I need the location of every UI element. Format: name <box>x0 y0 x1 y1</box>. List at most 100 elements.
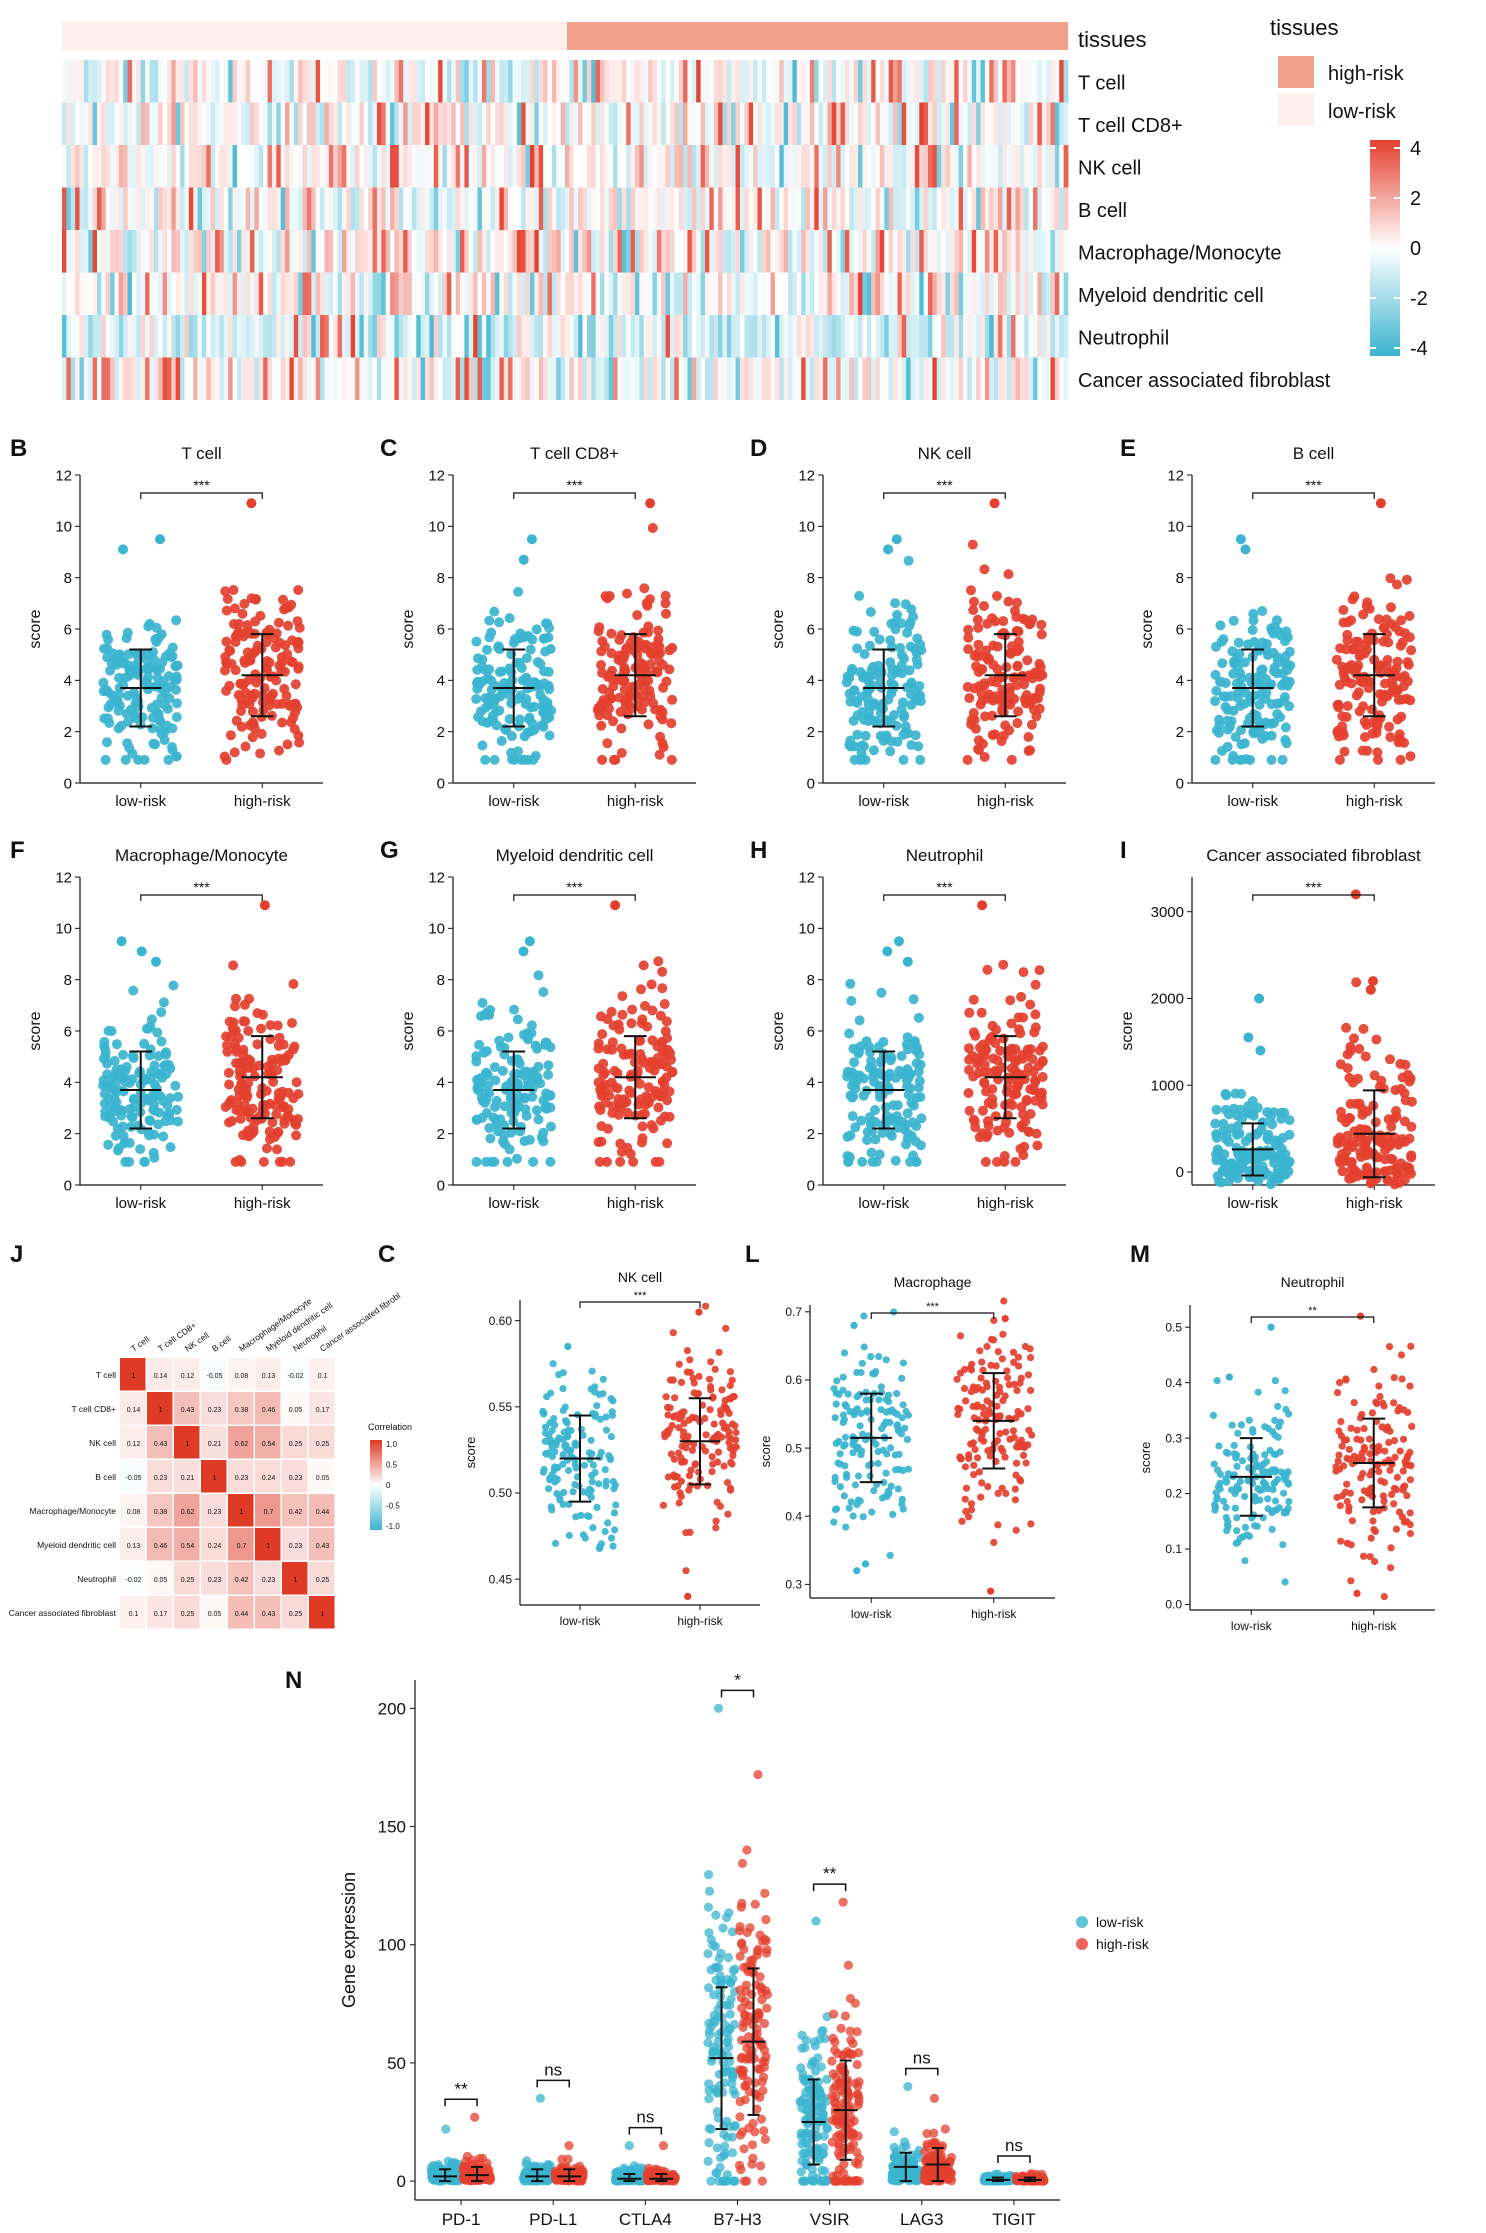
data-point <box>545 1156 556 1167</box>
heatmap-cell <box>578 60 583 103</box>
heatmap-cell <box>293 272 299 315</box>
data-point <box>973 639 984 650</box>
outlier-point <box>1255 1045 1266 1056</box>
colorbar-title: Correlation <box>368 1422 412 1432</box>
data-point <box>615 1156 626 1167</box>
heatmap-cell <box>971 357 977 400</box>
data-point <box>610 1485 618 1493</box>
data-point <box>896 704 907 715</box>
heatmap-cell <box>438 187 443 230</box>
heatmap-cell <box>989 60 995 103</box>
data-point <box>658 1057 668 1068</box>
heatmap-cell <box>390 230 395 273</box>
data-point <box>516 690 526 701</box>
corr-value: 0.14 <box>154 1373 168 1380</box>
heatmap-cell <box>521 315 527 358</box>
heatmap-cell <box>508 230 513 273</box>
heatmap-cell <box>486 102 492 145</box>
heatmap-cell <box>783 102 789 145</box>
heatmap-cell <box>359 272 365 315</box>
panel-label-G: G <box>380 837 399 864</box>
corr-value: 0.23 <box>154 1475 168 1482</box>
data-point <box>1255 690 1266 701</box>
heatmap-cell <box>1059 60 1065 103</box>
y-axis-label: score <box>400 1011 417 1050</box>
data-point <box>125 704 136 715</box>
corr-value: -0.05 <box>126 1475 142 1482</box>
significance-label: *** <box>566 879 583 895</box>
heatmap-cell <box>770 272 776 315</box>
data-point <box>540 1040 551 1050</box>
heatmap-cell <box>1019 357 1025 400</box>
heatmap-cell <box>565 145 570 188</box>
heatmap-cell <box>451 145 457 188</box>
heatmap-cell <box>739 230 745 273</box>
heatmap-cell <box>586 315 592 358</box>
heatmap-cell <box>739 145 745 188</box>
heatmap-cell <box>538 315 544 358</box>
data-point <box>489 1062 500 1073</box>
heatmap-cell <box>276 187 282 230</box>
heatmap-cell <box>416 187 422 230</box>
heatmap-cell <box>1046 60 1051 103</box>
data-point <box>992 1125 1003 1136</box>
data-point <box>963 644 974 655</box>
data-point <box>1234 1159 1245 1169</box>
heatmap-cell <box>783 357 789 400</box>
heatmap-cell <box>245 357 251 400</box>
data-point <box>1023 1048 1033 1059</box>
y-tick-label: 12 <box>428 869 445 886</box>
data-point <box>544 623 554 633</box>
heatmap-cell <box>193 315 198 358</box>
data-point <box>484 1123 495 1133</box>
heatmap-cell <box>836 230 841 273</box>
data-point <box>220 665 230 676</box>
heatmap-cell <box>949 60 955 103</box>
heatmap-cell <box>381 187 387 230</box>
data-point <box>172 1116 183 1127</box>
heatmap-cell <box>158 187 163 230</box>
y-tick-label: 6 <box>807 621 815 638</box>
heatmap-cell <box>114 145 120 188</box>
data-point <box>1210 669 1221 680</box>
data-point <box>973 622 984 633</box>
heatmap-cell <box>1033 145 1038 188</box>
panel-label-J: J <box>10 1241 23 1268</box>
heatmap-cell <box>420 60 426 103</box>
heatmap-cell <box>267 230 273 273</box>
heatmap-cell <box>936 315 942 358</box>
annotation-low-band <box>62 22 567 50</box>
heatmap-cell <box>289 60 295 103</box>
heatmap-cell <box>941 60 946 103</box>
heatmap-cell <box>333 102 338 145</box>
data-point <box>731 1422 739 1430</box>
data-point <box>1220 691 1231 702</box>
heatmap-cell <box>193 102 198 145</box>
data-point <box>252 1039 263 1050</box>
data-point <box>601 1156 612 1167</box>
heatmap-cell <box>530 230 535 273</box>
corr-value: 0.54 <box>262 1441 276 1448</box>
heatmap-cell <box>963 357 968 400</box>
corr-value: 0.46 <box>154 1543 168 1550</box>
data-point <box>587 1493 596 1501</box>
heatmap-cell <box>757 60 763 103</box>
heatmap-cell <box>162 357 168 400</box>
heatmap-cell <box>639 315 645 358</box>
data-point <box>729 1393 737 1401</box>
heatmap-cell <box>315 145 321 188</box>
heatmap-cell <box>932 60 938 103</box>
data-point <box>294 737 305 748</box>
heatmap-cell <box>971 187 977 230</box>
points-low-risk <box>471 534 557 765</box>
data-point <box>172 660 183 671</box>
heatmap-cell <box>193 187 198 230</box>
points-high-risk <box>1331 498 1417 765</box>
x-tick-label: high-risk <box>977 793 1034 810</box>
data-point <box>857 706 868 717</box>
data-point <box>158 1096 169 1107</box>
heatmap-cell <box>311 187 317 230</box>
outlier-point <box>1240 544 1251 555</box>
heatmap-cell <box>893 102 898 145</box>
data-point <box>998 616 1009 627</box>
